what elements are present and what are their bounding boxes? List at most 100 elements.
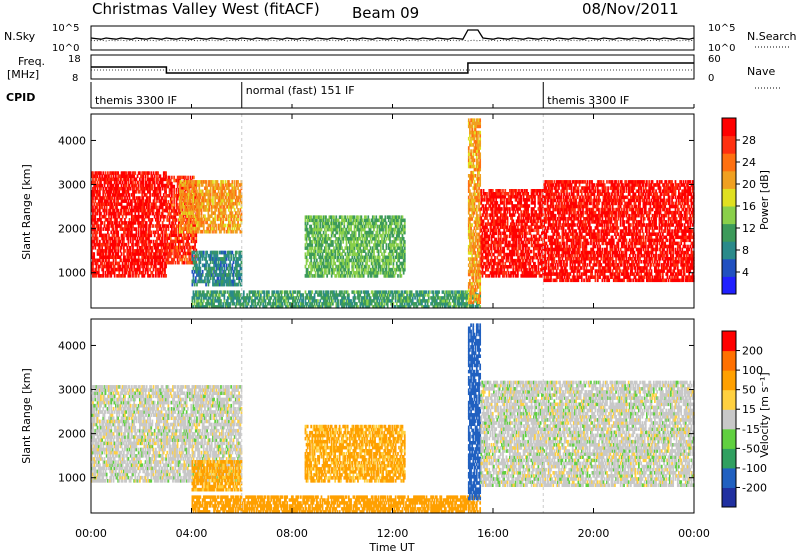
power-data-layer xyxy=(91,114,695,309)
data-cell xyxy=(322,271,324,275)
data-cell xyxy=(104,184,106,188)
data-cell xyxy=(356,302,358,305)
data-cell xyxy=(208,227,210,231)
data-cell xyxy=(107,171,109,175)
data-cell xyxy=(133,265,135,269)
data-cell xyxy=(212,196,214,200)
data-cell xyxy=(214,190,216,194)
data-cell xyxy=(370,296,372,299)
data-cell xyxy=(190,180,192,184)
data-cell xyxy=(190,208,192,212)
data-cell xyxy=(233,230,235,234)
data-cell xyxy=(310,225,312,229)
data-cell xyxy=(101,206,103,210)
data-cell xyxy=(189,227,191,231)
data-cell xyxy=(212,202,214,206)
data-cell xyxy=(114,274,116,278)
data-cell xyxy=(162,234,164,238)
data-cell xyxy=(99,174,101,178)
data-cell xyxy=(226,196,228,200)
data-cell xyxy=(237,260,239,264)
data-cell xyxy=(138,274,140,278)
data-cell xyxy=(194,299,196,302)
data-cell xyxy=(144,206,146,210)
data-cell xyxy=(315,271,317,275)
data-cell xyxy=(115,174,117,178)
data-cell xyxy=(182,180,184,184)
data-cell xyxy=(212,273,214,277)
data-cell xyxy=(142,215,144,219)
data-cell xyxy=(118,237,120,241)
data-cell xyxy=(156,199,158,203)
data-cell xyxy=(235,214,237,218)
data-cell xyxy=(354,215,356,219)
data-cell xyxy=(123,237,125,241)
data-cell xyxy=(189,183,191,187)
data-cell xyxy=(334,240,336,244)
data-cell xyxy=(228,254,230,258)
data-cell xyxy=(325,246,327,250)
data-cell xyxy=(204,276,206,280)
data-cell xyxy=(100,227,102,231)
data-cell xyxy=(122,215,124,219)
data-cell xyxy=(148,259,150,263)
data-cell xyxy=(125,215,127,219)
data-cell xyxy=(333,259,335,263)
data-cell xyxy=(157,218,159,222)
data-cell xyxy=(164,268,166,272)
data-cell xyxy=(337,228,339,232)
data-cell xyxy=(171,188,173,192)
data-cell xyxy=(181,230,183,234)
data-cell xyxy=(128,262,130,266)
data-cell xyxy=(106,259,108,263)
data-cell xyxy=(184,208,186,212)
data-cell xyxy=(315,246,317,250)
data-cell xyxy=(220,230,222,234)
data-cell xyxy=(113,227,115,231)
data-cell xyxy=(234,280,236,284)
data-cell xyxy=(154,196,156,200)
data-cell xyxy=(165,274,167,278)
data-cell xyxy=(217,180,219,184)
data-cell xyxy=(362,240,364,244)
data-cell xyxy=(315,237,317,241)
data-cell xyxy=(180,199,182,203)
data-cell xyxy=(198,186,200,190)
data-cell xyxy=(96,265,98,269)
data-cell xyxy=(133,196,135,200)
data-cell xyxy=(228,270,230,274)
nave-tick-bottom: 0 xyxy=(708,73,714,84)
data-cell xyxy=(205,283,207,287)
data-cell xyxy=(101,246,103,250)
data-cell xyxy=(210,193,212,197)
data-cell xyxy=(232,227,234,231)
data-cell xyxy=(322,268,324,272)
data-cell xyxy=(200,196,202,200)
data-cell xyxy=(129,193,131,197)
data-cell xyxy=(345,215,347,219)
data-cell xyxy=(100,181,102,185)
data-cell xyxy=(99,240,101,244)
data-cell xyxy=(107,218,109,222)
data-cell xyxy=(346,243,348,247)
data-cell xyxy=(162,265,164,269)
data-cell xyxy=(228,230,230,234)
data-cell xyxy=(123,252,125,256)
data-cell xyxy=(190,224,192,228)
data-cell xyxy=(138,218,140,222)
data-cell xyxy=(195,260,197,264)
data-cell xyxy=(357,240,359,244)
data-cell xyxy=(142,199,144,203)
data-cell xyxy=(142,237,144,241)
data-cell xyxy=(188,190,190,194)
freq-trace xyxy=(91,63,694,73)
data-cell xyxy=(212,280,214,284)
data-cell xyxy=(358,268,360,272)
data-cell xyxy=(153,209,155,213)
data-cell xyxy=(369,243,371,247)
data-cell xyxy=(110,265,112,269)
data-cell xyxy=(136,178,138,182)
data-cell xyxy=(233,260,235,264)
data-cell xyxy=(164,240,166,244)
data-cell xyxy=(323,274,325,278)
